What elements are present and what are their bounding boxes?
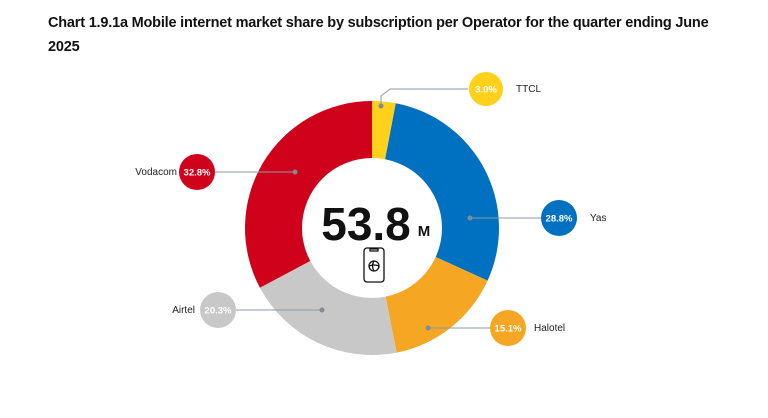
leader-dot (319, 307, 325, 313)
leader-dot (378, 103, 384, 109)
category-label: Halotel (534, 323, 565, 334)
category-label: Yas (590, 213, 607, 224)
donut-hole (302, 158, 442, 298)
data-label: 3.0% (475, 85, 497, 96)
data-label: 28.8% (546, 214, 573, 225)
category-label: Airtel (172, 305, 195, 316)
data-label: 20.3% (205, 306, 232, 317)
label-group-vodacom: 32.8% Vodacom (135, 154, 298, 190)
value-bubble (179, 154, 215, 190)
value-bubble (541, 200, 577, 236)
leader-line (380, 88, 468, 106)
leader-dot (467, 215, 473, 221)
value-bubble (200, 292, 236, 328)
value-bubble (490, 310, 526, 346)
data-label: 15.1% (495, 324, 522, 335)
category-label: TTCL (516, 84, 541, 95)
chart-title: Chart 1.9.1a Mobile internet market shar… (48, 15, 709, 55)
category-label: Vodacom (135, 167, 177, 178)
center-unit: M (418, 223, 431, 240)
mobile-phone-internet-icon (363, 247, 385, 283)
label-group-ttcl: 3.0% TTCL (378, 72, 541, 109)
label-group-halotel: 15.1% Halotel (425, 310, 565, 346)
leader-dot (425, 325, 431, 331)
label-group-airtel: 20.3% Airtel (172, 292, 325, 328)
value-bubble (469, 72, 503, 106)
center-total: 53.8 (321, 198, 411, 250)
leader-dot (292, 169, 298, 175)
data-label: 32.8% (184, 168, 211, 179)
label-group-yas: 28.8% Yas (467, 200, 607, 236)
